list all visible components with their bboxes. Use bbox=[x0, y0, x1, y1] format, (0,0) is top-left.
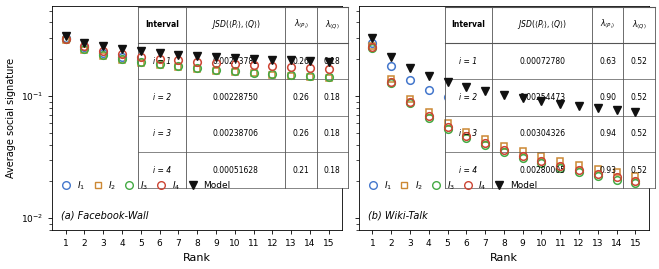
Text: 0.18: 0.18 bbox=[324, 129, 341, 138]
X-axis label: Rank: Rank bbox=[183, 253, 211, 263]
Text: i = 3: i = 3 bbox=[459, 129, 478, 138]
Text: i = 2: i = 2 bbox=[153, 93, 171, 102]
Text: Interval: Interval bbox=[145, 20, 179, 29]
Text: 0.52: 0.52 bbox=[631, 93, 647, 102]
Text: $\lambda_{\langle P_i\rangle}$: $\lambda_{\langle P_i\rangle}$ bbox=[600, 18, 616, 31]
Text: 0.26: 0.26 bbox=[293, 93, 310, 102]
Text: $JSD(\langle P_i\rangle,\langle Q\rangle)$: $JSD(\langle P_i\rangle,\langle Q\rangle… bbox=[517, 18, 567, 31]
Text: 0.18: 0.18 bbox=[324, 166, 341, 175]
Text: 0.94: 0.94 bbox=[599, 129, 616, 138]
Legend: $I_1$, $I_2$, $I_3$, $I_4$, Model: $I_1$, $I_2$, $I_3$, $I_4$, Model bbox=[364, 179, 537, 192]
Text: 0.18: 0.18 bbox=[324, 57, 341, 66]
Text: $\lambda_{\langle Q\rangle}$: $\lambda_{\langle Q\rangle}$ bbox=[631, 19, 646, 31]
Text: 0.00051628: 0.00051628 bbox=[213, 166, 258, 175]
Text: 0.21: 0.21 bbox=[293, 166, 309, 175]
Text: 0.26: 0.26 bbox=[293, 129, 310, 138]
Text: $JSD(\langle P_i\rangle,\langle Q\rangle)$: $JSD(\langle P_i\rangle,\langle Q\rangle… bbox=[211, 18, 260, 31]
Text: i = 2: i = 2 bbox=[459, 93, 478, 102]
Text: 0.00238706: 0.00238706 bbox=[212, 129, 258, 138]
Text: i = 3: i = 3 bbox=[153, 129, 171, 138]
Text: (a) Facebook-Wall: (a) Facebook-Wall bbox=[61, 211, 149, 221]
Text: $\lambda_{\langle Q\rangle}$: $\lambda_{\langle Q\rangle}$ bbox=[325, 19, 339, 31]
Text: $\lambda_{\langle P_i\rangle}$: $\lambda_{\langle P_i\rangle}$ bbox=[293, 18, 308, 31]
Text: 0.00254473: 0.00254473 bbox=[519, 93, 565, 102]
Text: 0.00072780: 0.00072780 bbox=[519, 57, 565, 66]
Text: i = 4: i = 4 bbox=[459, 166, 478, 175]
Text: i = 4: i = 4 bbox=[153, 166, 171, 175]
X-axis label: Rank: Rank bbox=[490, 253, 518, 263]
Bar bbox=[138, 7, 348, 188]
Text: 0.52: 0.52 bbox=[631, 57, 647, 66]
Legend: $I_1$, $I_2$, $I_3$, $I_4$, Model: $I_1$, $I_2$, $I_3$, $I_4$, Model bbox=[57, 179, 231, 192]
Y-axis label: Average social signature: Average social signature bbox=[5, 58, 16, 178]
Text: 0.93: 0.93 bbox=[599, 166, 616, 175]
Text: i = 1: i = 1 bbox=[459, 57, 478, 66]
Text: 0.90: 0.90 bbox=[599, 93, 616, 102]
Text: 0.18: 0.18 bbox=[324, 93, 341, 102]
Text: (b) Wiki-Talk: (b) Wiki-Talk bbox=[368, 211, 428, 221]
Bar bbox=[445, 7, 654, 188]
Text: 0.00304326: 0.00304326 bbox=[519, 129, 565, 138]
Text: Interval: Interval bbox=[451, 20, 486, 29]
Text: 0.00273781: 0.00273781 bbox=[213, 57, 258, 66]
Text: 0.26: 0.26 bbox=[293, 57, 310, 66]
Text: i = 1: i = 1 bbox=[153, 57, 171, 66]
Text: 0.00228750: 0.00228750 bbox=[213, 93, 258, 102]
Text: 0.52: 0.52 bbox=[631, 129, 647, 138]
Text: 0.63: 0.63 bbox=[599, 57, 616, 66]
Text: 0.00280005: 0.00280005 bbox=[519, 166, 565, 175]
Text: 0.52: 0.52 bbox=[631, 166, 647, 175]
